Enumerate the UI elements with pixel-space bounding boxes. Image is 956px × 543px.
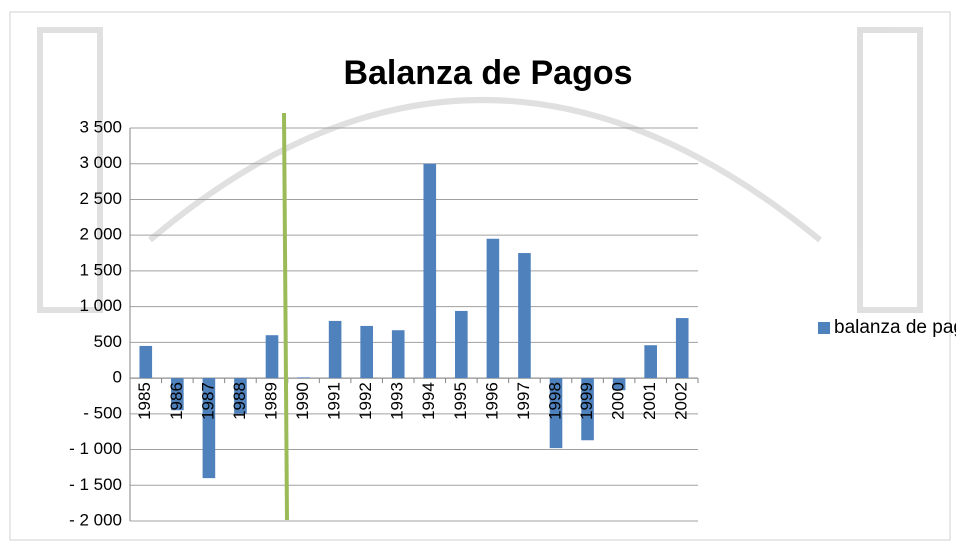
x-tick-label: 1989 xyxy=(261,382,280,420)
bar xyxy=(423,163,437,379)
x-tick-label: 2000 xyxy=(609,382,628,420)
y-tick-label: 1 500 xyxy=(79,260,122,279)
bar xyxy=(486,238,500,379)
bar xyxy=(297,377,310,379)
legend-swatch xyxy=(818,322,830,334)
bar xyxy=(265,335,279,379)
x-tick-label: 1990 xyxy=(293,382,312,420)
x-tick-label: 1995 xyxy=(451,382,470,420)
x-tick-label: 1985 xyxy=(135,382,154,420)
bar xyxy=(202,378,216,479)
bar xyxy=(612,378,626,391)
x-tick-label: 1993 xyxy=(388,382,407,420)
bar xyxy=(581,378,594,441)
bar xyxy=(455,310,468,379)
y-tick-label: 3 500 xyxy=(79,117,122,136)
y-tick-label: - 2 000 xyxy=(69,510,122,529)
chart-title: Balanza de Pagos xyxy=(343,54,632,92)
legend-label: balanza de pagos xyxy=(834,317,956,338)
y-tick-label: - 1 500 xyxy=(69,475,122,494)
marker-line xyxy=(282,112,289,521)
bar xyxy=(675,318,689,379)
bar xyxy=(139,345,153,379)
y-tick-label: 500 xyxy=(94,332,122,351)
x-tick-label: 1986 xyxy=(167,382,186,420)
bar xyxy=(171,378,184,411)
x-tick-label: 1992 xyxy=(356,382,375,420)
y-tick-label: 2 500 xyxy=(79,189,122,208)
bar xyxy=(518,253,531,379)
bar xyxy=(644,345,657,379)
y-tick-label: 3 000 xyxy=(79,153,122,172)
x-tick-label: 2001 xyxy=(640,382,659,420)
bar xyxy=(360,325,373,379)
y-tick-label: 0 xyxy=(113,368,122,387)
x-tick-label: 1994 xyxy=(419,382,438,420)
bar xyxy=(549,378,563,449)
bar xyxy=(328,320,342,379)
watermark xyxy=(37,27,923,313)
x-tick-label: 1996 xyxy=(482,382,501,420)
x-tick-label: 1999 xyxy=(577,382,596,420)
x-tick-label: 1988 xyxy=(230,382,249,420)
y-tick-label: - 1 000 xyxy=(69,439,122,458)
x-tick-label: 2002 xyxy=(672,382,691,420)
x-tick-label: 1991 xyxy=(325,382,344,420)
bar xyxy=(391,330,405,379)
y-tick-label: - 500 xyxy=(83,403,122,422)
bar xyxy=(234,378,247,414)
x-tick-label: 1987 xyxy=(198,382,217,420)
y-tick-label: 1 000 xyxy=(79,296,122,315)
chart-frame xyxy=(9,11,951,541)
x-tick-label: 1998 xyxy=(545,382,564,420)
x-tick-label: 1997 xyxy=(514,382,533,420)
y-tick-label: 2 000 xyxy=(79,225,122,244)
